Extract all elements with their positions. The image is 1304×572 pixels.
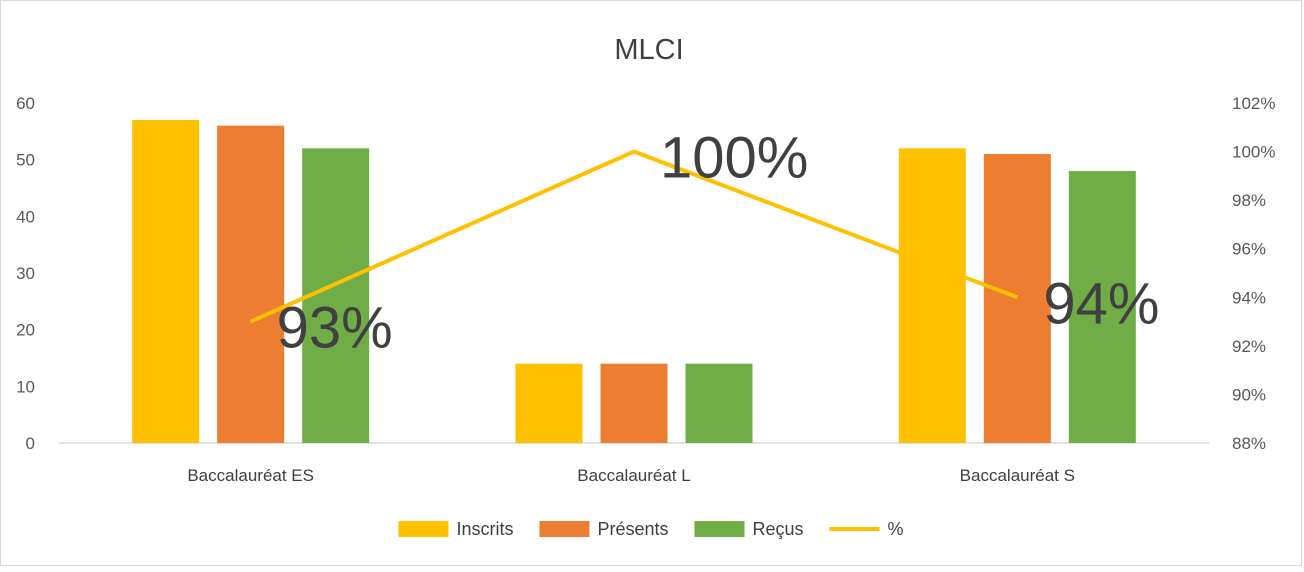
data-label: 94% <box>1043 271 1159 336</box>
legend-swatch-reçus <box>695 521 745 537</box>
bar-series <box>132 120 1136 443</box>
data-label: 93% <box>277 296 393 361</box>
category-label: Baccalauréat ES <box>187 466 314 485</box>
data-label: 100% <box>660 126 808 191</box>
right-axis-ticks: 88% 90% 92% 94% 96% 98% 100% 102% <box>1232 94 1275 453</box>
legend-label: % <box>888 519 904 539</box>
right-tick-label: 98% <box>1232 191 1266 210</box>
chart-title: MLCI <box>614 34 683 66</box>
left-tick-label: 20 <box>16 321 35 340</box>
left-tick-label: 30 <box>16 264 35 283</box>
bar-inscrits <box>516 364 583 443</box>
left-tick-label: 0 <box>26 434 35 453</box>
left-tick-label: 60 <box>16 94 35 113</box>
right-tick-label: 100% <box>1232 143 1275 162</box>
legend-label: Inscrits <box>456 519 513 539</box>
bar-inscrits <box>132 120 199 443</box>
left-axis-ticks: 0 10 20 30 40 50 60 <box>16 94 35 453</box>
right-tick-label: 102% <box>1232 94 1275 113</box>
right-tick-label: 88% <box>1232 434 1266 453</box>
bar-inscrits <box>899 148 966 443</box>
legend-label: Reçus <box>753 519 804 539</box>
bar-reçus <box>686 364 753 443</box>
legend-swatch-inscrits <box>398 521 448 537</box>
legend-label: Présents <box>597 519 668 539</box>
category-labels: Baccalauréat ES Baccalauréat L Baccalauréa… <box>187 466 1075 485</box>
left-tick-label: 40 <box>16 207 35 226</box>
bar-présents <box>217 126 284 443</box>
left-tick-label: 10 <box>16 377 35 396</box>
bar-présents <box>601 364 668 443</box>
right-tick-label: 94% <box>1232 288 1266 307</box>
right-tick-label: 96% <box>1232 240 1266 259</box>
category-label: Baccalauréat L <box>577 466 690 485</box>
right-tick-label: 92% <box>1232 337 1266 356</box>
category-label: Baccalauréat S <box>960 466 1075 485</box>
left-tick-label: 50 <box>16 151 35 170</box>
right-tick-label: 90% <box>1232 385 1266 404</box>
legend-swatch-présents <box>539 521 589 537</box>
bar-présents <box>984 154 1051 443</box>
legend: Inscrits Présents Reçus% <box>398 519 903 539</box>
